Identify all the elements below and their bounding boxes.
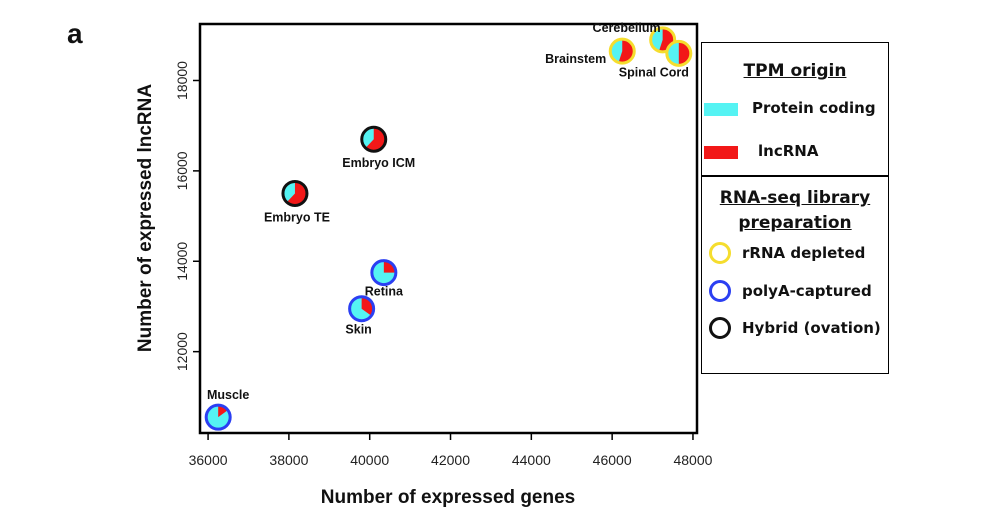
x-tick-label: 44000: [512, 452, 551, 468]
point-spinal-cord: Spinal Cord: [619, 39, 693, 79]
x-axis-label: Number of expressed genes: [321, 487, 575, 508]
prep-ring: [204, 403, 232, 431]
point-label: Skin: [345, 323, 371, 337]
panel-label: a: [67, 18, 83, 49]
x-tick-label: 40000: [350, 452, 389, 468]
prep-ring: [360, 125, 388, 153]
x-tick-label: 38000: [269, 452, 308, 468]
point-label: Spinal Cord: [619, 65, 689, 79]
x-tick-label: 36000: [189, 452, 228, 468]
lncrna-swatch: [704, 146, 738, 159]
legend-prep-title-line1: RNA-seq library: [719, 188, 871, 208]
prep-ring: [348, 295, 376, 323]
prep-ring: [649, 26, 677, 54]
point-cerebellum: Cerebellum: [593, 21, 677, 54]
y-tick-label: 12000: [174, 332, 190, 371]
legend-item-polya-captured: polyA-captured: [702, 277, 888, 305]
prep-ring: [665, 39, 693, 67]
lncrna-slice: [286, 181, 307, 206]
y-axis: 12000 14000 16000 18000: [174, 61, 200, 371]
plot-frame: [198, 22, 699, 435]
hybrid-ring: [709, 317, 731, 339]
point-label: Retina: [365, 285, 404, 299]
x-tick-label: 42000: [431, 452, 470, 468]
x-tick-label: 46000: [593, 452, 632, 468]
lncrna-slice: [618, 39, 635, 64]
x-tick-label: 48000: [673, 452, 712, 468]
y-axis-label: Number of expressed lncRNA: [135, 84, 156, 352]
legend-item-protein-coding: Protein coding: [702, 95, 888, 123]
legend-label: Hybrid (ovation): [742, 319, 881, 337]
prep-ring: [608, 37, 636, 65]
legend-item-lncrna: lncRNA: [702, 138, 888, 166]
legend-tpm-title: TPM origin: [743, 61, 847, 81]
point-label: Muscle: [207, 388, 249, 402]
point-skin: Skin: [345, 295, 376, 337]
legend-label: polyA-captured: [742, 282, 872, 300]
protein-coding-swatch: [704, 103, 738, 116]
point-label: Embryo ICM: [342, 156, 415, 170]
legend-label: lncRNA: [758, 142, 819, 160]
lncrna-slice: [383, 260, 396, 273]
legend-item-rrna-depleted: rRNA depleted: [702, 239, 888, 267]
point-brainstem: Brainstem: [545, 37, 636, 66]
legend-library-prep: RNA-seq library preparation rRNA deplete…: [701, 176, 889, 374]
y-tick-label: 18000: [174, 61, 190, 100]
data-points: Cerebellum Brainstem Spinal Cord Embryo ICM…: [204, 21, 693, 431]
legend-label: Protein coding: [752, 99, 876, 117]
legend-item-hybrid: Hybrid (ovation): [702, 314, 888, 342]
prep-ring: [370, 259, 398, 287]
point-label: Embryo TE: [264, 210, 330, 224]
legend-tpm-origin: TPM origin Protein coding lncRNA: [701, 42, 889, 176]
y-tick-label: 14000: [174, 242, 190, 281]
rrna-depleted-ring: [709, 242, 731, 264]
point-embryo-icm: Embryo ICM: [342, 125, 415, 170]
point-embryo-te: Embryo TE: [264, 179, 330, 224]
point-muscle: Muscle: [204, 388, 249, 431]
lncrna-slice: [365, 127, 386, 152]
legend-label: rRNA depleted: [742, 244, 866, 262]
polya-captured-ring: [709, 280, 731, 302]
y-tick-label: 16000: [174, 151, 190, 190]
legend-prep-title-line2: preparation: [738, 213, 852, 233]
prep-ring: [281, 179, 309, 207]
x-axis: 36000 38000 40000 42000 44000 46000 48000: [189, 433, 713, 468]
point-label: Cerebellum: [593, 21, 661, 35]
point-retina: Retina: [365, 259, 404, 299]
point-label: Brainstem: [545, 52, 606, 66]
